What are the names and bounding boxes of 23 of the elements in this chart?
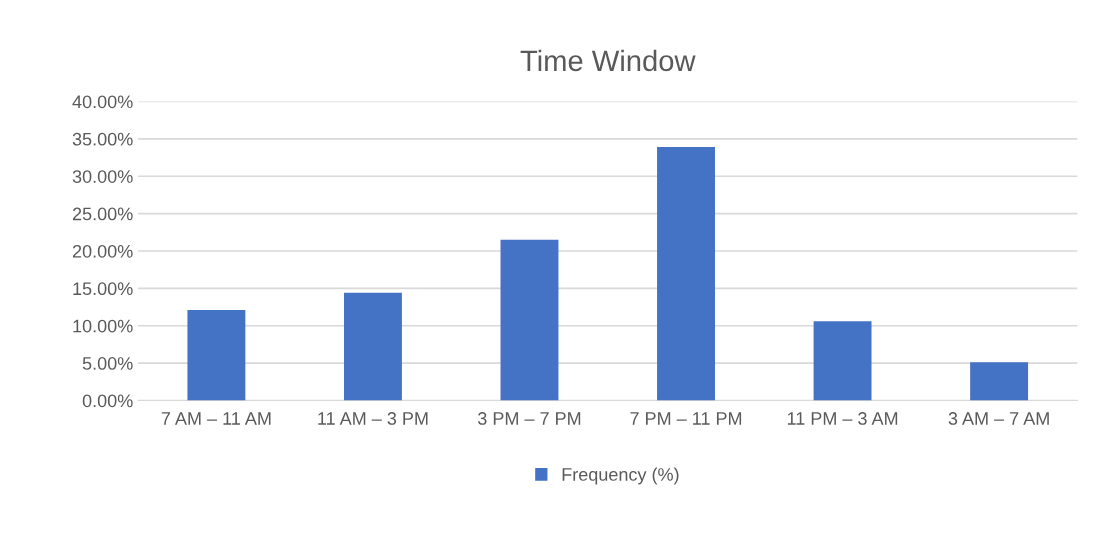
- y-tick-label: 20.00%: [72, 244, 133, 258]
- y-tick-label: 10.00%: [73, 319, 133, 333]
- y-tick-label: 5.00%: [82, 357, 133, 370]
- bar: [970, 362, 1029, 401]
- y-tick-label: 40.00%: [72, 95, 133, 109]
- y-tick-label: 15.00%: [73, 282, 133, 296]
- y-tick-label: 30.00%: [72, 170, 133, 183]
- bar: [657, 147, 715, 401]
- bar: [813, 321, 872, 401]
- legend-label: Frequency (%): [562, 467, 679, 485]
- y-tick-label: 35.00%: [72, 132, 133, 146]
- y-tick-label: 0.00%: [82, 394, 133, 408]
- x-tick-label: 7 PM – 11 PM: [630, 412, 742, 425]
- x-tick-label: 11 AM – 3 PM: [318, 412, 428, 425]
- y-tick-label: 25.00%: [72, 207, 133, 221]
- x-tick-label: 3 AM – 7 AM: [948, 412, 1049, 425]
- bar: [187, 310, 246, 401]
- chart-title: Time Window: [520, 49, 696, 72]
- x-tick-label: 11 PM – 3 AM: [787, 412, 898, 425]
- bar: [343, 292, 402, 401]
- x-tick-label: 7 AM – 11 AM: [161, 412, 271, 425]
- x-tick-label: 3 PM – 7 PM: [477, 412, 581, 425]
- bar: [500, 239, 559, 401]
